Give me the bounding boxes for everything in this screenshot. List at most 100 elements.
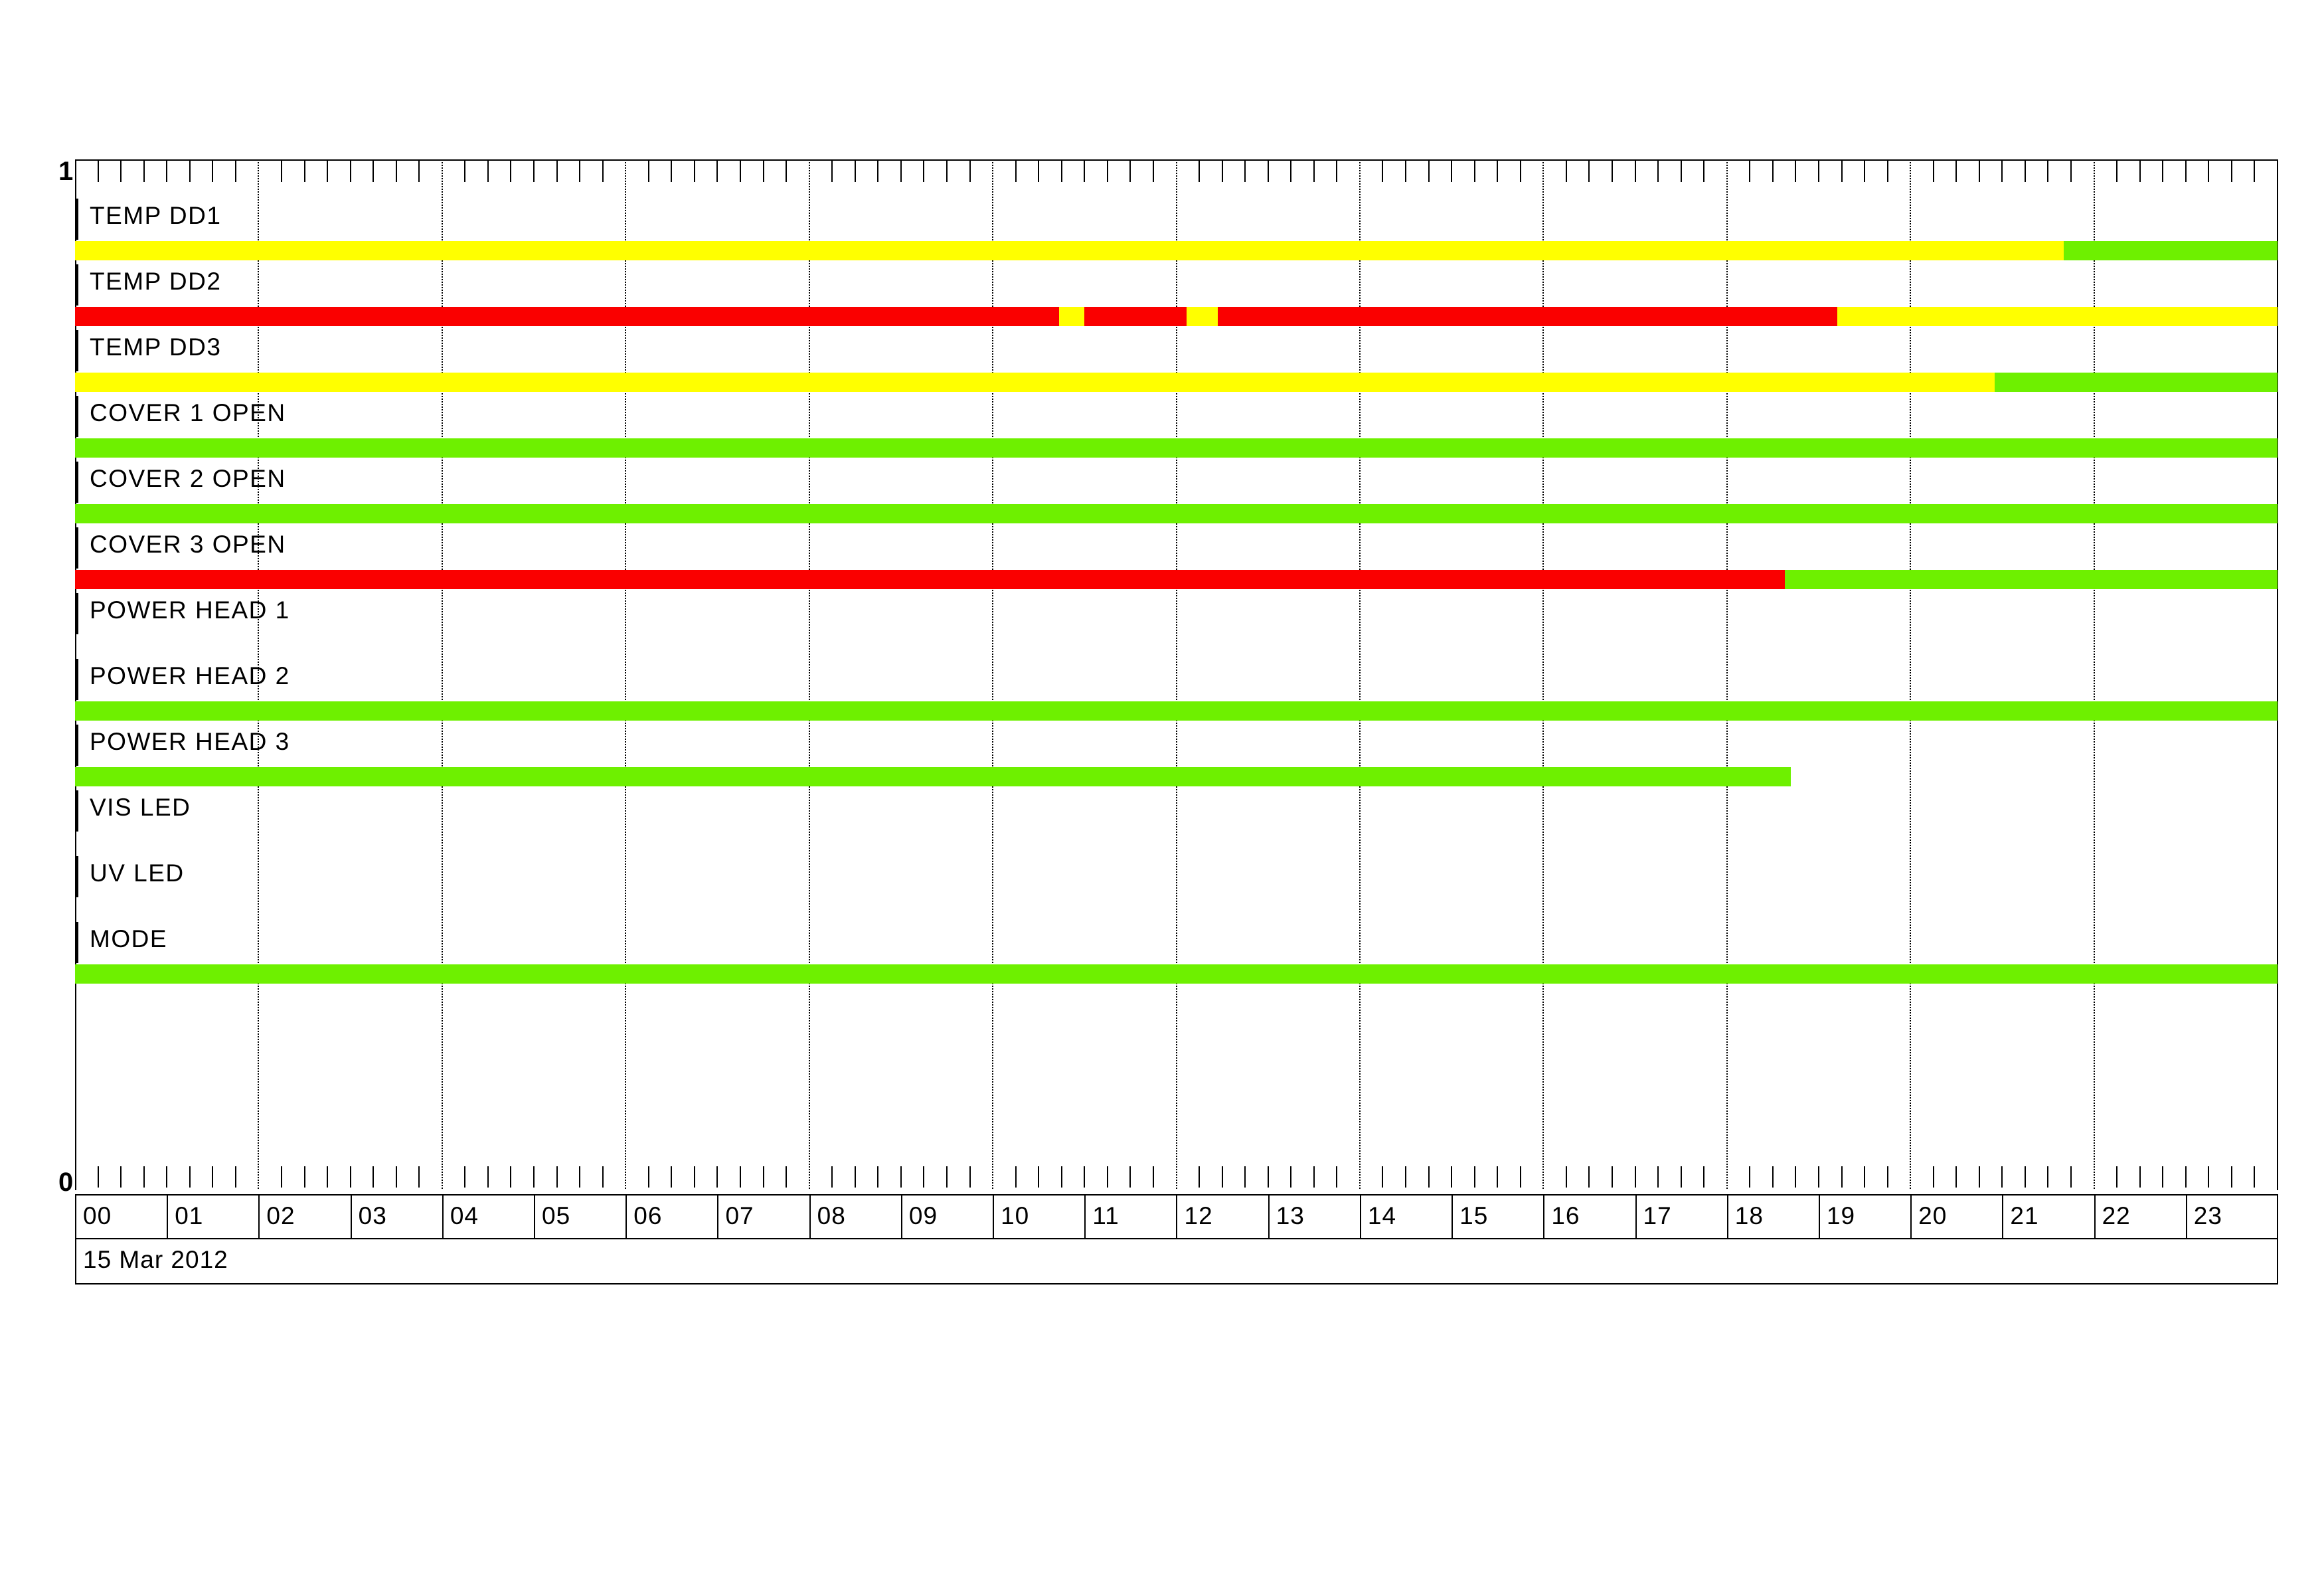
axis-tick [212,161,214,182]
axis-tick [280,1166,282,1188]
status-bar [75,833,2278,852]
status-segment-yellow [75,373,1995,392]
axis-tick [2208,1166,2210,1188]
channel-row: UV LED [75,852,2278,918]
axis-tick [1519,161,1521,182]
gridline-hour-22 [2093,159,2095,1189]
hour-label: 21 [2010,1202,2039,1229]
hour-label: 04 [450,1202,479,1229]
status-segment-green [1995,373,2278,392]
hour-label: 08 [817,1202,846,1229]
axis-tick [1106,1166,1108,1188]
axis-tick [234,161,236,182]
axis-tick [1749,1166,1751,1188]
axis-tick [762,161,764,182]
gridline-hour-10 [992,159,994,1189]
channel-row: TEMP DD2 [75,260,2278,326]
axis-tick [854,1166,856,1188]
y-axis-top-label: 1 [58,157,74,186]
axis-tick [1817,161,1819,182]
hour-cell-08: 08 [811,1196,902,1238]
hour-label: 22 [2102,1202,2131,1229]
status-segment-yellow [1058,307,1085,326]
status-segment-yellow [1186,307,1218,326]
axis-tick [740,1166,741,1188]
axis-tick [234,1166,236,1188]
axis-tick [349,161,351,182]
axis-tick [1290,161,1292,182]
axis-tick [166,1166,168,1188]
axis-tick [212,1166,214,1188]
axis-tick [510,161,512,182]
channel-axis-tick [75,725,78,766]
status-segment-red [1217,307,1837,326]
hour-label: 13 [1276,1202,1305,1229]
hour-label: 05 [542,1202,571,1229]
axis-tick [556,161,558,182]
channel-label-mode: MODE [90,925,167,952]
axis-tick [1060,161,1062,182]
axis-tick [1565,161,1567,182]
axis-tick [120,1166,122,1188]
axis-tick [1864,161,1866,182]
axis-tick [1129,161,1131,182]
axis-tick [2116,161,2118,182]
axis-tick [464,1166,466,1188]
axis-tick [1955,161,1957,182]
status-bar [75,701,2278,721]
axis-tick [693,161,695,182]
hour-label: 19 [1826,1202,1856,1229]
axis-tick [1290,1166,1292,1188]
axis-tick [1634,1166,1636,1188]
axis-tick [1932,1166,1934,1188]
hour-label: 18 [1734,1202,1764,1229]
hour-label: 10 [1001,1202,1030,1229]
status-bar [75,899,2278,918]
axis-tick [969,161,971,182]
axis-tick [143,161,145,182]
axis-tick [2070,161,2072,182]
channel-row: COVER 2 OPEN [75,458,2278,523]
axis-tick [2139,161,2141,182]
hour-label: 06 [633,1202,663,1229]
channel-axis-tick [75,856,78,897]
axis-tick [395,161,397,182]
axis-tick [1267,1166,1269,1188]
axis-tick [166,161,168,182]
axis-tick [602,161,604,182]
axis-tick [1313,1166,1315,1188]
axis-tick [2162,1166,2164,1188]
status-segment-yellow [75,241,2064,260]
channel-axis-tick [75,659,78,700]
channel-label-vis-led: VIS LED [90,794,191,821]
hour-cell-05: 05 [535,1196,627,1238]
axis-tick [602,1166,604,1188]
axis-tick [1497,161,1499,182]
axis-tick [900,1166,902,1188]
axis-tick [762,1166,764,1188]
axis-tick [831,1166,833,1188]
axis-tick [2230,1166,2232,1188]
axis-tick [1428,1166,1430,1188]
axis-tick [1955,1166,1957,1188]
axis-tick [2116,1166,2118,1188]
axis-tick [946,161,948,182]
axis-tick [786,1166,788,1188]
axis-tick [2254,161,2256,182]
hour-label: 23 [2193,1202,2222,1229]
axis-tick [1841,161,1843,182]
channel-label-cover-3-open: COVER 3 OPEN [90,531,286,558]
channel-label-cover-1-open: COVER 1 OPEN [90,399,286,426]
axis-tick [1634,161,1636,182]
axis-tick [1657,161,1659,182]
channel-axis-tick [75,199,78,240]
axis-tick [1084,161,1086,182]
axis-tick [2070,1166,2072,1188]
axis-tick [2185,161,2187,182]
axis-tick [464,161,466,182]
axis-tick [647,1166,649,1188]
channel-row: MODE [75,918,2278,984]
axis-tick [2001,161,2003,182]
channel-axis-tick [75,396,78,437]
